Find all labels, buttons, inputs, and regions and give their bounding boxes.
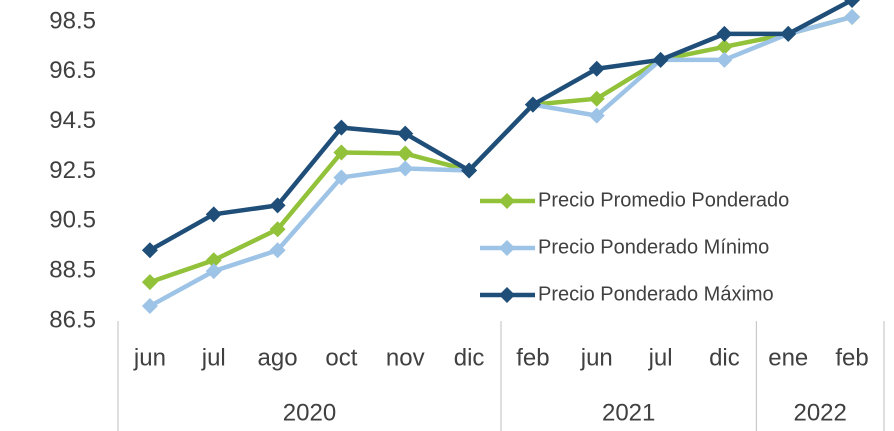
x-tick-label: dic bbox=[709, 344, 740, 371]
legend-bg bbox=[476, 230, 876, 266]
legend-label: Precio Ponderado Máximo bbox=[538, 283, 774, 305]
point-marker bbox=[524, 96, 541, 113]
legend-bg bbox=[476, 277, 876, 313]
point-marker bbox=[205, 252, 222, 269]
y-tick-label: 98.5 bbox=[49, 7, 96, 34]
x-tick-label: jun bbox=[580, 344, 613, 371]
legend-marker bbox=[499, 287, 515, 303]
y-tick-label: 94.5 bbox=[49, 107, 96, 134]
point-marker bbox=[205, 206, 222, 223]
y-tick-label: 96.5 bbox=[49, 57, 96, 84]
point-marker bbox=[844, 8, 861, 25]
point-marker bbox=[716, 25, 733, 42]
point-marker bbox=[588, 60, 605, 77]
x-tick-label: feb bbox=[835, 344, 868, 371]
x-tick-label: dic bbox=[454, 344, 485, 371]
point-marker bbox=[397, 160, 414, 177]
point-marker bbox=[844, 0, 861, 8]
point-marker bbox=[652, 51, 669, 68]
legend-label: Precio Ponderado Mínimo bbox=[538, 236, 769, 258]
point-marker bbox=[141, 274, 158, 291]
x-tick-label: feb bbox=[516, 344, 549, 371]
x-tick-label: ene bbox=[768, 344, 808, 371]
point-marker bbox=[716, 38, 733, 55]
x-tick-label: nov bbox=[386, 344, 425, 371]
y-tick-label: 88.5 bbox=[49, 256, 96, 283]
point-marker bbox=[269, 221, 286, 238]
point-marker bbox=[269, 197, 286, 214]
point-marker bbox=[780, 25, 797, 42]
legend-marker bbox=[499, 193, 515, 209]
series-line bbox=[148, 0, 854, 253]
point-marker bbox=[333, 119, 350, 136]
point-marker bbox=[397, 145, 414, 162]
point-marker bbox=[588, 90, 605, 107]
legend-bg bbox=[476, 183, 876, 219]
x-tick-label: ago bbox=[258, 344, 298, 371]
y-tick-label: 92.5 bbox=[49, 157, 96, 184]
y-tick-label: 86.5 bbox=[49, 306, 96, 333]
point-marker bbox=[461, 162, 478, 179]
point-marker bbox=[588, 107, 605, 124]
x-tick-label: jun bbox=[133, 344, 166, 371]
point-marker bbox=[333, 169, 350, 186]
x-tick-label: oct bbox=[325, 344, 357, 371]
group-label: 2021 bbox=[602, 399, 655, 426]
point-marker bbox=[333, 144, 350, 161]
legend-label: Precio Promedio Ponderado bbox=[538, 189, 789, 211]
point-marker bbox=[269, 242, 286, 259]
point-marker bbox=[397, 125, 414, 142]
x-tick-label: jul bbox=[201, 344, 226, 371]
legend-marker bbox=[499, 240, 515, 256]
point-marker bbox=[141, 242, 158, 259]
group-label: 2020 bbox=[283, 399, 336, 426]
point-marker bbox=[716, 51, 733, 68]
x-tick-label: jul bbox=[648, 344, 673, 371]
group-label: 2022 bbox=[793, 399, 846, 426]
point-marker bbox=[205, 263, 222, 280]
y-tick-label: 90.5 bbox=[49, 207, 96, 234]
point-marker bbox=[141, 298, 158, 315]
